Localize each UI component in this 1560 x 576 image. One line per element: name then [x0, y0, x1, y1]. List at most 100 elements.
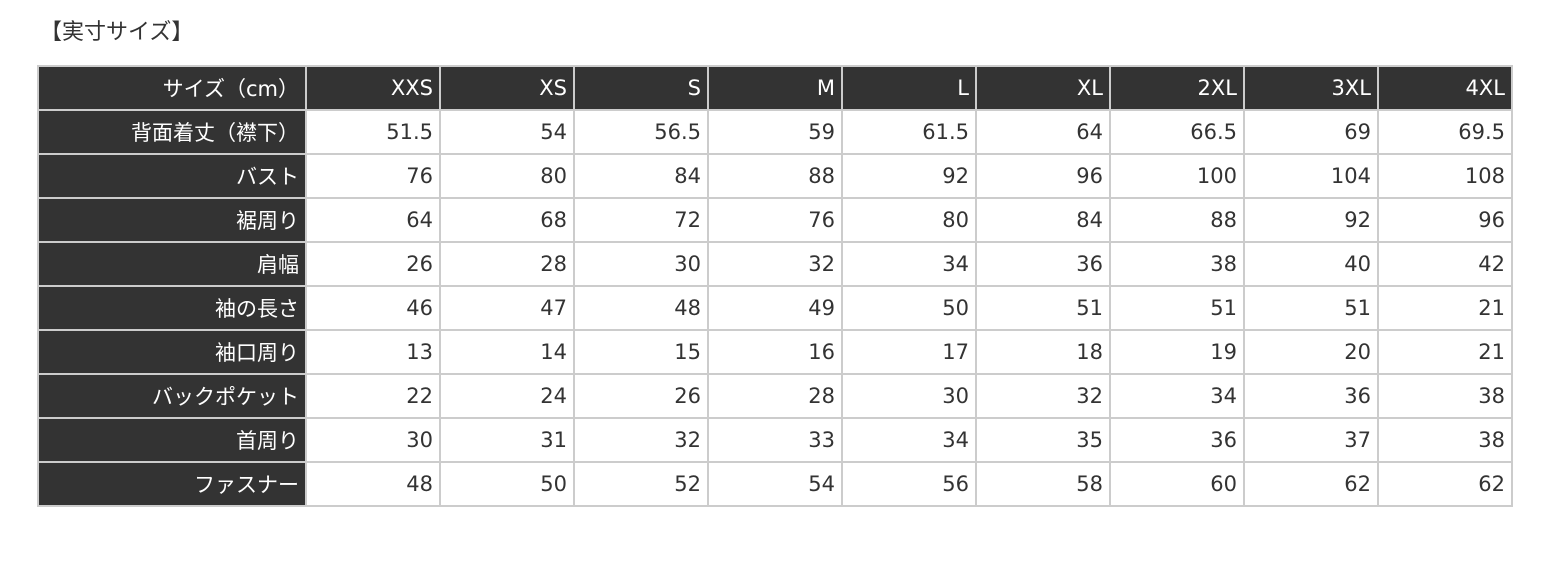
measurement-cell: 52	[573, 461, 709, 507]
measurement-cell: 35	[975, 417, 1111, 463]
table-row: 肩幅 26 28 30 32 34 36 38 40 42	[37, 241, 1513, 287]
measurement-cell: 36	[1243, 373, 1379, 419]
measurement-cell: 96	[975, 153, 1111, 199]
size-header: M	[707, 65, 843, 111]
table-row: 裾周り 64 68 72 76 80 84 88 92 96	[37, 197, 1513, 243]
measurement-cell: 88	[1109, 197, 1245, 243]
measurement-cell: 21	[1377, 285, 1513, 331]
measurement-cell: 40	[1243, 241, 1379, 287]
measurement-cell: 64	[305, 197, 441, 243]
measurement-cell: 22	[305, 373, 441, 419]
table-row: バスト 76 80 84 88 92 96 100 104 108	[37, 153, 1513, 199]
row-label: 背面着丈（襟下）	[37, 109, 307, 155]
measurement-cell: 34	[841, 241, 977, 287]
measurement-cell: 84	[975, 197, 1111, 243]
table-row: ファスナー 48 50 52 54 56 58 60 62 62	[37, 461, 1513, 507]
measurement-cell: 51	[975, 285, 1111, 331]
header-label: サイズ（cm）	[37, 65, 307, 111]
size-chart-table: サイズ（cm） XXS XS S M L XL 2XL 3XL 4XL 背面着丈（襟下） 51.5…	[37, 65, 1513, 507]
measurement-cell: 36	[975, 241, 1111, 287]
measurement-cell: 30	[305, 417, 441, 463]
measurement-cell: 32	[975, 373, 1111, 419]
measurement-cell: 50	[439, 461, 575, 507]
measurement-cell: 84	[573, 153, 709, 199]
measurement-cell: 92	[841, 153, 977, 199]
measurement-cell: 28	[707, 373, 843, 419]
measurement-cell: 76	[305, 153, 441, 199]
measurement-cell: 62	[1243, 461, 1379, 507]
measurement-cell: 33	[707, 417, 843, 463]
size-header: S	[573, 65, 709, 111]
measurement-cell: 17	[841, 329, 977, 375]
size-header: XL	[975, 65, 1111, 111]
measurement-cell: 13	[305, 329, 441, 375]
measurement-cell: 20	[1243, 329, 1379, 375]
measurement-cell: 47	[439, 285, 575, 331]
measurement-cell: 59	[707, 109, 843, 155]
measurement-cell: 54	[707, 461, 843, 507]
measurement-cell: 26	[573, 373, 709, 419]
measurement-cell: 60	[1109, 461, 1245, 507]
page-title: 【実寸サイズ】	[40, 20, 194, 45]
table-row: バックポケット 22 24 26 28 30 32 34 36 38	[37, 373, 1513, 419]
size-header: XXS	[305, 65, 441, 111]
table-row: 首周り 30 31 32 33 34 35 36 37 38	[37, 417, 1513, 463]
row-label: 首周り	[37, 417, 307, 463]
measurement-cell: 32	[707, 241, 843, 287]
measurement-cell: 66.5	[1109, 109, 1245, 155]
size-header: XS	[439, 65, 575, 111]
measurement-cell: 14	[439, 329, 575, 375]
measurement-cell: 38	[1377, 417, 1513, 463]
measurement-cell: 96	[1377, 197, 1513, 243]
measurement-cell: 80	[841, 197, 977, 243]
measurement-cell: 104	[1243, 153, 1379, 199]
measurement-cell: 42	[1377, 241, 1513, 287]
measurement-cell: 26	[305, 241, 441, 287]
row-label: 袖の長さ	[37, 285, 307, 331]
measurement-cell: 32	[573, 417, 709, 463]
measurement-cell: 48	[305, 461, 441, 507]
row-label: バスト	[37, 153, 307, 199]
measurement-cell: 54	[439, 109, 575, 155]
measurement-cell: 108	[1377, 153, 1513, 199]
measurement-cell: 18	[975, 329, 1111, 375]
size-header: L	[841, 65, 977, 111]
measurement-cell: 80	[439, 153, 575, 199]
measurement-cell: 30	[841, 373, 977, 419]
measurement-cell: 69.5	[1377, 109, 1513, 155]
size-header: 2XL	[1109, 65, 1245, 111]
measurement-cell: 62	[1377, 461, 1513, 507]
row-label: 裾周り	[37, 197, 307, 243]
measurement-cell: 49	[707, 285, 843, 331]
measurement-cell: 24	[439, 373, 575, 419]
measurement-cell: 92	[1243, 197, 1379, 243]
measurement-cell: 69	[1243, 109, 1379, 155]
row-label: 肩幅	[37, 241, 307, 287]
measurement-cell: 37	[1243, 417, 1379, 463]
row-label: 袖口周り	[37, 329, 307, 375]
table-header-row: サイズ（cm） XXS XS S M L XL 2XL 3XL 4XL	[37, 65, 1513, 111]
table-row: 袖の長さ 46 47 48 49 50 51 51 51 21	[37, 285, 1513, 331]
measurement-cell: 31	[439, 417, 575, 463]
measurement-cell: 100	[1109, 153, 1245, 199]
measurement-cell: 56.5	[573, 109, 709, 155]
measurement-cell: 72	[573, 197, 709, 243]
measurement-cell: 51.5	[305, 109, 441, 155]
measurement-cell: 16	[707, 329, 843, 375]
measurement-cell: 64	[975, 109, 1111, 155]
measurement-cell: 50	[841, 285, 977, 331]
measurement-cell: 38	[1377, 373, 1513, 419]
measurement-cell: 56	[841, 461, 977, 507]
measurement-cell: 51	[1109, 285, 1245, 331]
size-header: 3XL	[1243, 65, 1379, 111]
measurement-cell: 51	[1243, 285, 1379, 331]
measurement-cell: 21	[1377, 329, 1513, 375]
measurement-cell: 58	[975, 461, 1111, 507]
measurement-cell: 28	[439, 241, 575, 287]
row-label: ファスナー	[37, 461, 307, 507]
measurement-cell: 68	[439, 197, 575, 243]
size-header: 4XL	[1377, 65, 1513, 111]
measurement-cell: 61.5	[841, 109, 977, 155]
measurement-cell: 34	[841, 417, 977, 463]
measurement-cell: 36	[1109, 417, 1245, 463]
